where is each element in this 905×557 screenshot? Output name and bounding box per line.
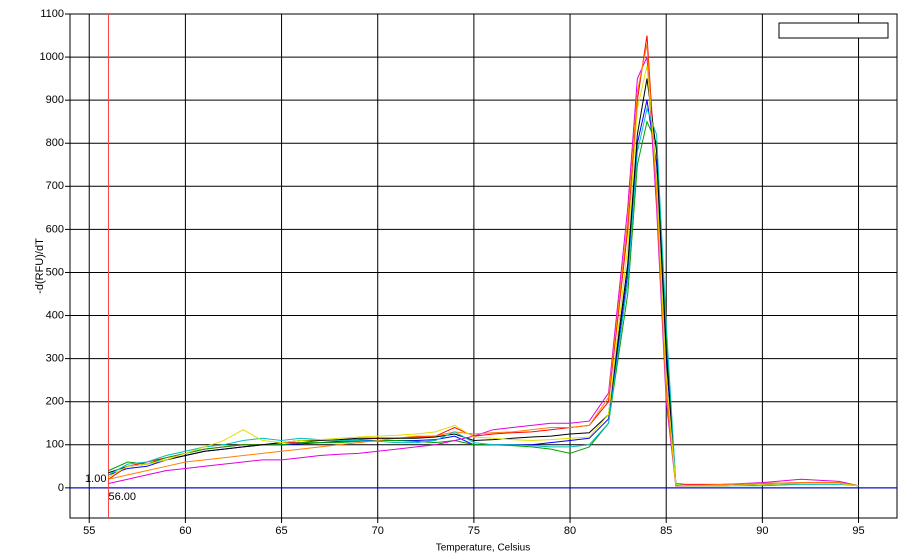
annotation: 1.00 bbox=[85, 473, 106, 485]
y-tick-label: 1100 bbox=[40, 8, 64, 20]
y-tick-label: 1000 bbox=[40, 51, 64, 63]
series-line bbox=[108, 78, 859, 487]
x-tick-label: 55 bbox=[83, 525, 95, 537]
series-line bbox=[108, 107, 859, 487]
y-tick-label: 0 bbox=[58, 482, 64, 494]
series-line bbox=[108, 65, 859, 487]
legend-box bbox=[778, 22, 889, 39]
y-tick-label: 900 bbox=[46, 94, 64, 106]
x-tick-label: 60 bbox=[179, 525, 191, 537]
y-tick-label: 500 bbox=[46, 266, 64, 278]
plot-border bbox=[69, 13, 898, 519]
y-tick-label: 100 bbox=[46, 439, 64, 451]
y-tick-label: 800 bbox=[46, 137, 64, 149]
x-axis-label: Temperature, Celsius bbox=[436, 543, 530, 554]
series-line bbox=[108, 44, 859, 487]
x-tick-label: 90 bbox=[756, 525, 768, 537]
y-axis-label: -d(RFU)/dT bbox=[34, 238, 46, 294]
y-tick-label: 600 bbox=[46, 223, 64, 235]
y-tick-label: 400 bbox=[46, 309, 64, 321]
x-tick-label: 95 bbox=[852, 525, 864, 537]
x-tick-label: 80 bbox=[564, 525, 576, 537]
x-tick-label: 85 bbox=[660, 525, 672, 537]
y-tick-label: 700 bbox=[46, 180, 64, 192]
y-tick-label: 300 bbox=[46, 353, 64, 365]
x-tick-label: 70 bbox=[372, 525, 384, 537]
y-tick-label: 200 bbox=[46, 396, 64, 408]
x-tick-label: 65 bbox=[275, 525, 287, 537]
x-tick-label: 75 bbox=[468, 525, 480, 537]
annotation: 56.00 bbox=[108, 491, 136, 503]
